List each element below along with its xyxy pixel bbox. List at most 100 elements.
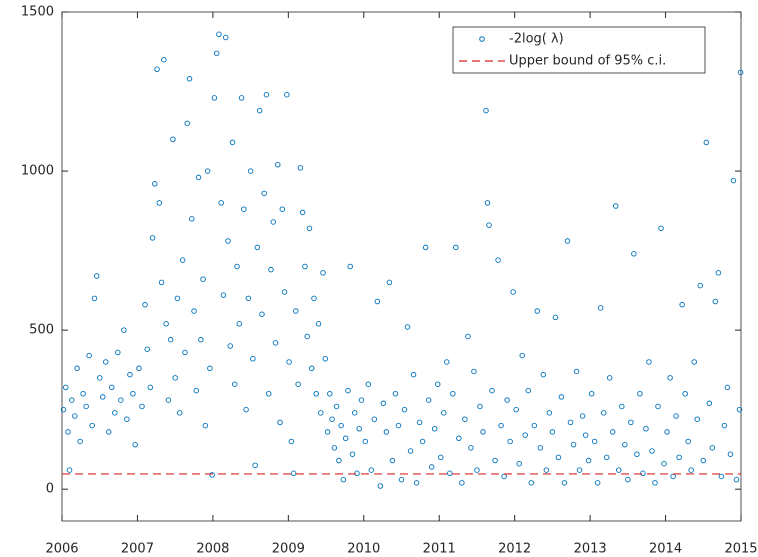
data-point — [195, 174, 202, 181]
data-point — [250, 356, 256, 362]
data-point — [213, 50, 220, 57]
data-point — [603, 454, 610, 461]
data-point — [410, 371, 417, 378]
data-point — [721, 422, 728, 429]
y-tick-label: 0 — [46, 482, 54, 497]
data-point — [709, 445, 716, 451]
data-point — [700, 457, 707, 464]
data-point — [561, 480, 568, 486]
data-point — [299, 209, 306, 216]
legend-marker — [479, 36, 485, 42]
data-point — [254, 244, 261, 251]
data-point — [86, 352, 92, 359]
data-point — [136, 365, 142, 372]
data-point — [371, 416, 378, 422]
data-point — [712, 298, 719, 305]
data-point — [147, 384, 154, 391]
data-point — [118, 397, 124, 403]
y-tick-label: 1500 — [21, 5, 54, 20]
data-point — [106, 429, 112, 435]
data-point — [241, 206, 247, 212]
data-point — [407, 448, 414, 454]
data-point — [724, 384, 731, 391]
data-point — [522, 432, 528, 438]
data-point — [234, 263, 240, 270]
data-point — [93, 273, 100, 279]
data-point — [450, 391, 456, 397]
data-point — [670, 473, 676, 480]
data-point — [477, 403, 483, 410]
data-point — [216, 31, 222, 38]
data-point — [555, 454, 562, 461]
data-point — [89, 422, 95, 429]
data-point — [733, 476, 740, 483]
data-point — [69, 397, 75, 403]
data-point — [498, 422, 504, 429]
data-point — [103, 359, 109, 365]
data-point — [204, 168, 211, 174]
data-point — [600, 410, 607, 416]
data-point — [540, 371, 547, 378]
data-point — [625, 476, 631, 483]
data-point — [591, 438, 598, 445]
data-point — [288, 438, 295, 445]
data-point — [315, 321, 322, 327]
data-point — [703, 139, 710, 146]
data-point — [422, 244, 429, 251]
data-point — [130, 391, 136, 397]
data-point — [186, 76, 193, 82]
data-point — [676, 454, 682, 461]
data-point — [395, 422, 402, 429]
data-point — [471, 368, 477, 375]
data-point — [631, 251, 637, 257]
data-point — [238, 95, 245, 101]
data-point — [606, 375, 613, 381]
data-point — [290, 470, 297, 477]
data-point — [425, 397, 432, 403]
data-point — [431, 425, 438, 432]
data-point — [132, 441, 138, 448]
data-point — [295, 381, 301, 387]
data-point — [347, 263, 353, 270]
data-point — [322, 356, 329, 362]
data-point — [308, 365, 315, 372]
data-point — [453, 244, 459, 251]
data-point — [655, 403, 661, 410]
data-point — [652, 480, 658, 486]
x-tick-label: 2009 — [272, 542, 305, 557]
data-point — [513, 406, 519, 413]
x-tick-label: 2011 — [423, 542, 456, 557]
data-point — [579, 413, 586, 419]
data-point — [537, 445, 544, 451]
data-point — [567, 419, 574, 426]
data-point — [115, 349, 121, 356]
data-point — [688, 467, 694, 473]
data-point — [489, 387, 495, 394]
data-point — [519, 352, 525, 359]
data-point — [486, 222, 492, 228]
data-point — [161, 56, 167, 63]
data-point — [616, 467, 622, 473]
y-tick-label: 1000 — [21, 164, 54, 179]
data-point — [272, 340, 279, 346]
data-point — [152, 181, 158, 187]
data-point — [265, 391, 272, 397]
data-point — [525, 387, 531, 394]
data-point — [706, 400, 713, 407]
data-point — [661, 460, 667, 467]
data-point — [306, 225, 313, 232]
data-point — [245, 295, 252, 302]
data-point — [184, 120, 190, 127]
data-point — [349, 451, 356, 457]
data-point — [340, 476, 347, 483]
data-point — [77, 438, 83, 445]
data-point — [468, 445, 474, 451]
data-point — [170, 136, 176, 142]
data-point — [374, 298, 381, 305]
data-point — [209, 472, 215, 478]
data-point — [377, 483, 384, 489]
data-point — [297, 165, 304, 171]
data-point — [268, 266, 274, 273]
data-point — [139, 403, 145, 410]
data-point — [365, 381, 372, 387]
